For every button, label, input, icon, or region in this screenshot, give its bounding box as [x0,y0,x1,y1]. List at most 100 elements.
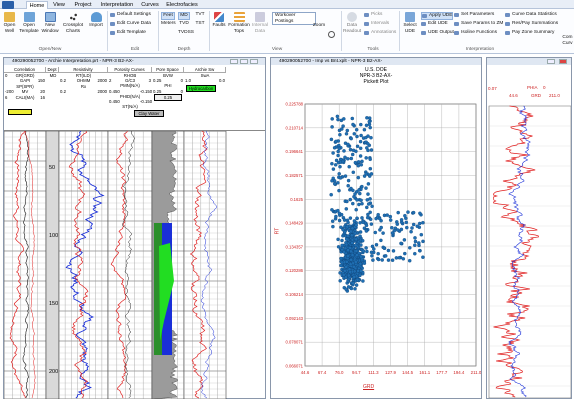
set-parameters-button[interactable]: Set Parameters [454,12,494,18]
top-value: 0.07 [488,86,497,91]
edit-ude-button[interactable]: Edit UDE [421,21,448,27]
template-icon [23,12,35,22]
scatter-point [357,202,361,207]
open-well-button[interactable]: Open Well [1,12,18,34]
curve-data-statistics-button[interactable]: Curve Data Statistics [505,12,557,18]
tab-curves[interactable]: Curves [141,2,159,8]
sp-units-name: MV [21,89,29,94]
scatter-point [358,273,362,278]
workover-postings-dropdown[interactable]: Workover Postings [272,12,316,25]
log-strip-window[interactable]: 0.07 PHIA 0 44.6 GRD 211.0 2000.0 [486,57,572,399]
depth-tst-button[interactable]: TST [195,21,205,26]
scatter-point [350,226,355,231]
intervals-button[interactable]: Intervals [364,21,389,27]
scatter-point [337,188,341,193]
pay-zone-summary-button[interactable]: Pay Zone Summary [505,30,554,36]
formation-tops-button[interactable]: Formation Tops [228,12,250,34]
ude-output-button[interactable]: UDE Output [421,30,454,36]
y-tick-label: 0.120286 [286,268,304,273]
track-title: Porosity Curves [108,67,152,73]
scatter-point [338,176,343,180]
annotations-button[interactable]: Annotations [364,30,396,36]
zoom-icon[interactable] [328,31,335,38]
scatter-point [354,127,359,132]
scatter-point [349,136,353,141]
scatter-point [355,253,359,257]
res-pay-summations-button[interactable]: Res/Pay Summations [505,21,558,27]
depth-tvt-button[interactable]: TVT [195,12,205,17]
scatter-point [344,242,349,247]
log-header: Correlation Dept Resistivity Porosity Curve… [4,66,265,131]
edit-curve-data-button[interactable]: Edit Curve Data [110,21,151,27]
scatter-point [368,166,373,171]
scatter-point [351,281,355,286]
crossplot-charts-button[interactable]: Crossplot Charts [61,12,85,34]
new-window-button[interactable]: New Window [41,12,59,34]
data-readout-button[interactable]: Data Readout [343,12,361,34]
x-tick-label: 67.4 [318,370,327,375]
scatter-point [355,198,359,202]
log-strip-title [487,58,571,65]
close-button[interactable] [250,59,258,64]
tab-project[interactable]: Project [74,2,92,8]
close-button[interactable] [559,59,567,64]
com-curv-button[interactable]: Com Curv [562,35,573,46]
pickett-plot[interactable]: 44.6 67.4 76.0 94.7 111.3 127.9 144.5 161.1 177.… [271,58,481,398]
restore-button[interactable] [240,59,248,64]
scatter-point [360,159,364,164]
tab-interpretation[interactable]: Interpretation [100,2,134,8]
isoline-functions-button[interactable]: Isoline Functions [454,30,497,36]
scatter-point [413,239,418,244]
phi-units-left: 0.25 [153,89,162,94]
y-tick-label: 0.066071 [286,364,304,369]
grd-right: 211.0 [549,93,560,98]
import-button[interactable]: Import [88,12,104,29]
scatter-point [344,237,349,241]
tab-view[interactable]: View [53,2,65,8]
grd-left: 44.6 [509,93,518,98]
scatter-point [369,222,374,226]
folder-icon [4,12,15,22]
scatter-point [341,227,345,232]
rt-units-right: 2000 [97,78,107,83]
crossplot-window[interactable]: 490290052700 - Imp vs Bnt.xplt - NPR-3 B… [270,57,482,399]
depth-feet-button[interactable]: Feet [161,12,175,20]
depth-meters-button[interactable]: Meters [161,21,176,26]
restore-button[interactable] [547,59,555,64]
group-divider [399,11,400,51]
tab-electrofacies[interactable]: Electrofacies [166,2,198,8]
scatter-point [348,197,353,202]
scatter-point [344,132,349,136]
minimize-button[interactable] [230,59,238,64]
scatter-point [353,243,358,248]
scatter-point [341,159,345,164]
default-settings-button[interactable]: Default Settings [110,12,151,18]
select-ude-button[interactable]: Select UDE [401,12,419,34]
zoom-button[interactable]: Zoom [312,23,326,28]
picks-button[interactable]: Picks [364,12,382,18]
scatter-point [361,249,366,253]
open-template-button[interactable]: Open Template [19,12,39,34]
rhob-units-right: 3 [148,78,151,83]
scatter-point [349,156,354,161]
scatter-point [338,279,342,283]
bvw-units-right: 0 [180,78,183,83]
app-menu-icon[interactable] [2,1,14,9]
tab-home[interactable]: Home [26,1,48,9]
save-params-button[interactable]: Save Params to ZM [454,21,503,27]
scatter-point [388,214,393,219]
scatter-point [336,149,340,154]
depth-tvdss-button[interactable]: TVDSS [178,30,194,35]
edit-template-button[interactable]: Edit Template [110,30,146,36]
depth-md-button[interactable]: MD [178,12,190,20]
log-window[interactable]: 490290052700 - Archie Interpretation.prt… [3,57,266,399]
scatter-point [353,287,357,291]
track-title: Pore Space [152,67,184,73]
depth-tvd-button[interactable]: TVD [179,21,189,26]
apply-ude-button[interactable]: Apply UDE [421,12,454,20]
faults-button[interactable]: Faults [211,12,227,29]
internal-data-button[interactable]: Internal Data [251,12,269,34]
scatter-point [348,246,352,250]
scatter-point [344,207,349,211]
